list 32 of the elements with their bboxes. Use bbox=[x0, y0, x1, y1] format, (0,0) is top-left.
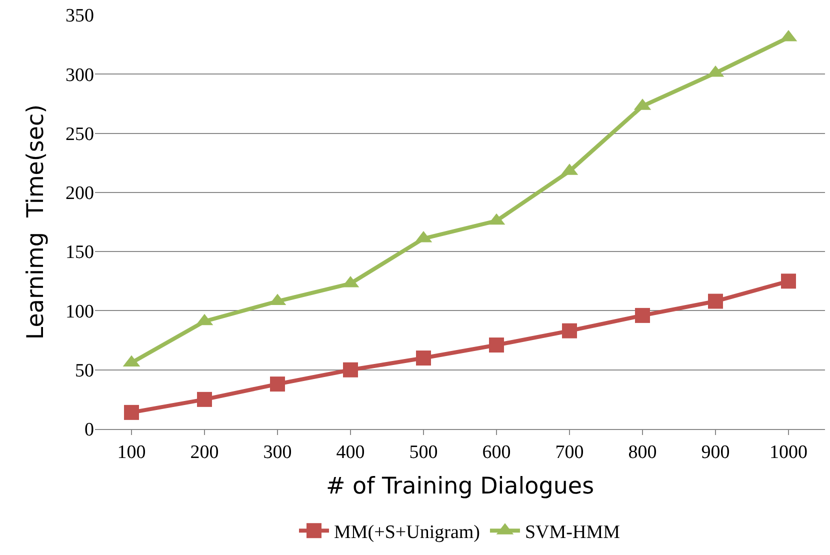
y-axis-title: Learnimg Time(sec) bbox=[22, 104, 49, 340]
x-axis-title: # of Training Dialogues bbox=[326, 473, 594, 500]
x-tick-label: 800 bbox=[628, 442, 657, 463]
point bbox=[197, 392, 212, 407]
y-tick-label: 300 bbox=[66, 64, 94, 86]
y-tick-label: 100 bbox=[66, 301, 94, 322]
point bbox=[562, 323, 577, 338]
x-tick-label: 1000 bbox=[770, 442, 808, 463]
x-tick-label: 100 bbox=[117, 442, 146, 463]
y-tick-label: 350 bbox=[66, 6, 94, 27]
x-tick-label: 200 bbox=[190, 442, 219, 463]
x-tick-label: 300 bbox=[263, 442, 292, 463]
point bbox=[416, 350, 431, 366]
y-tick-label: 150 bbox=[66, 242, 94, 264]
legend-label: SVM-HMM bbox=[524, 522, 620, 544]
y-tick-label: 50 bbox=[75, 360, 94, 382]
point bbox=[781, 274, 796, 289]
point bbox=[708, 294, 723, 309]
point bbox=[343, 362, 358, 378]
x-tick-label: 400 bbox=[336, 442, 365, 463]
point bbox=[489, 338, 504, 353]
x-tick-label: 700 bbox=[555, 442, 584, 463]
y-tick-label: 250 bbox=[66, 124, 94, 145]
legend-label: MM(+S+Unigram) bbox=[334, 522, 480, 544]
y-tick-label: 0 bbox=[84, 420, 94, 441]
point bbox=[124, 404, 139, 420]
x-tick-label: 600 bbox=[482, 442, 511, 463]
point bbox=[635, 308, 650, 323]
x-tick-label: 900 bbox=[701, 442, 730, 463]
point bbox=[270, 376, 285, 392]
x-tick-label: 500 bbox=[409, 442, 438, 463]
y-tick-label: 200 bbox=[66, 183, 94, 204]
